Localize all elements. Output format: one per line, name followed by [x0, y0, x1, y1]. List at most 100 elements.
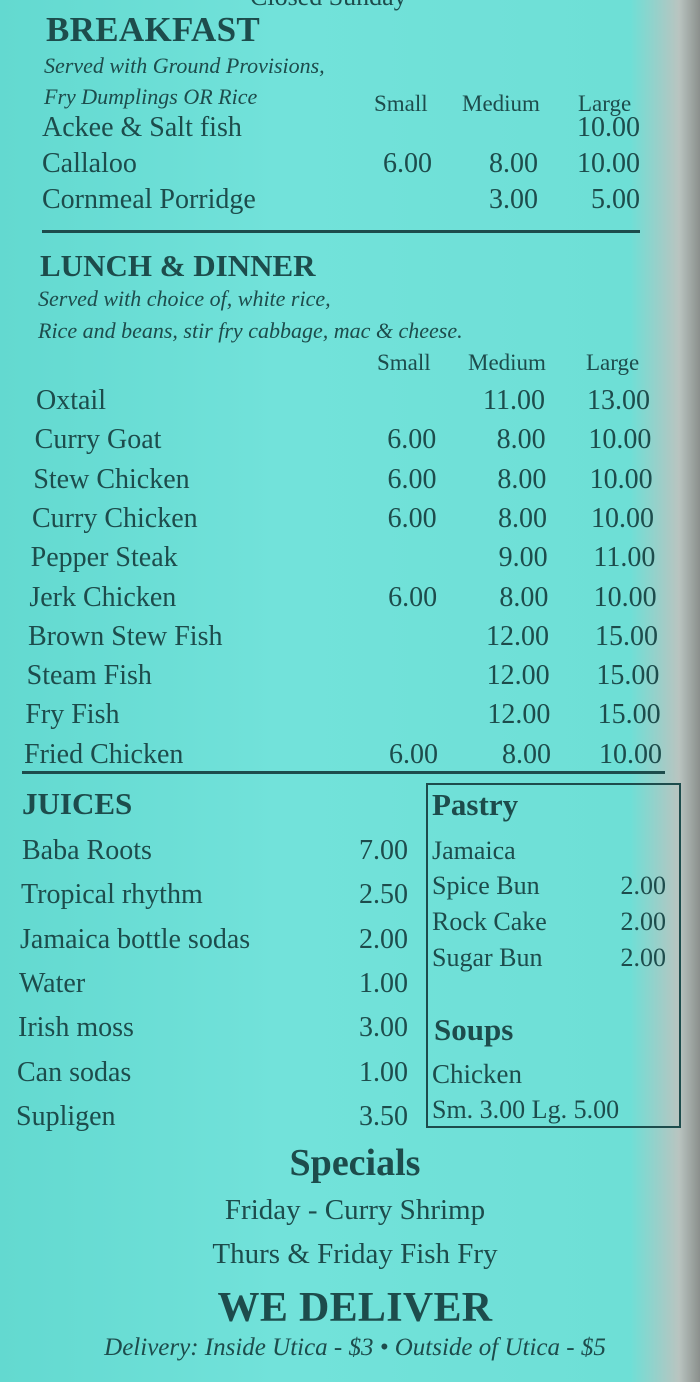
special-line-2: Thurs & Friday Fish Fry [212, 1238, 498, 1270]
price-medium: 12.00 [486, 620, 549, 652]
price-medium: 8.00 [489, 148, 538, 179]
item-name: Stew Chicken [33, 463, 190, 495]
lunch-subtitle-2: Rice and beans, stir fry cabbage, mac & … [38, 318, 463, 343]
price-medium: 8.00 [502, 738, 551, 770]
item-name: Callaloo [42, 148, 137, 179]
lunch-size-headers: Small Medium Large [0, 345, 700, 381]
juice-item: Tropical rhythm 2.50 [0, 877, 700, 913]
header-small: Small [374, 91, 428, 116]
price-large: 13.00 [587, 385, 650, 416]
header-medium: Medium [462, 91, 540, 116]
header-large: Large [586, 350, 640, 375]
item-name: Cornmeal Porridge [42, 184, 256, 215]
item-name: Jerk Chicken [29, 581, 177, 613]
soups-title: Soups [434, 1012, 514, 1047]
soup-chicken: Chicken [432, 1059, 522, 1089]
price-small: 6.00 [387, 463, 437, 495]
price-price: 2.00 [620, 907, 667, 936]
item-name: Irish moss [18, 1012, 134, 1044]
price-medium: 12.00 [487, 699, 551, 731]
item-name: Steam Fish [26, 660, 152, 692]
pastry-item: Rock Cake 2.00 [0, 904, 700, 940]
lunch-item: Curry Goat 6.00 8.00 10.00 [0, 422, 700, 458]
pastry-item: Spice Bun 2.00 [0, 868, 700, 904]
juice-item: Jamaica bottle sodas 2.00 [0, 922, 700, 958]
price-price: 1.00 [359, 967, 408, 999]
soup-prices: Sm. 3.00 Lg. 5.00 [432, 1095, 620, 1124]
price-medium: 12.00 [486, 660, 550, 692]
juice-item: Irish moss 3.00 [0, 1010, 700, 1046]
price-price: 2.00 [359, 923, 408, 955]
pastry-jamaica: Jamaica [432, 836, 516, 865]
item-name: Fry Fish [25, 699, 120, 731]
breakfast-title: BREAKFAST [46, 10, 261, 49]
price-large: 10.00 [599, 738, 662, 770]
item-name: Rock Cake [432, 907, 547, 936]
juice-item: Water 1.00 [0, 966, 700, 1002]
price-price: 2.00 [620, 943, 667, 972]
price-large: 15.00 [596, 660, 660, 692]
price-price: 7.00 [359, 835, 408, 866]
price-small: 6.00 [387, 502, 437, 534]
item-name: Curry Chicken [32, 502, 198, 534]
lunch-divider [22, 771, 665, 774]
item-name: Tropical rhythm [21, 879, 203, 911]
item-name: Fried Chicken [24, 738, 184, 770]
price-small: 6.00 [387, 424, 437, 456]
lunch-item: Stew Chicken 6.00 8.00 10.00 [0, 462, 700, 498]
price-large: 15.00 [595, 620, 658, 652]
breakfast-subtitle-1: Served with Ground Provisions, [44, 53, 325, 78]
breakfast-divider [42, 230, 640, 233]
header-medium: Medium [468, 350, 546, 375]
price-large: 11.00 [593, 542, 656, 574]
lunch-item: Fried Chicken 6.00 8.00 10.00 [0, 737, 700, 773]
price-price: 3.50 [359, 1100, 408, 1132]
price-small: 6.00 [383, 148, 432, 179]
price-large: 10.00 [591, 502, 654, 534]
closed-sunday-partial: Closed Sunday [250, 0, 407, 12]
item-name: Ackee & Salt fish [42, 112, 242, 143]
item-name: Jamaica bottle sodas [20, 923, 251, 955]
item-name: Curry Goat [34, 424, 162, 456]
item-name: Can sodas [17, 1056, 132, 1088]
lunch-item: Pepper Steak 9.00 11.00 [0, 540, 700, 576]
price-large: 10.00 [588, 424, 652, 456]
header-small: Small [377, 350, 431, 375]
we-deliver-title: WE DELIVER [217, 1285, 493, 1331]
breakfast-item: Ackee & Salt fish 10.00 [0, 110, 700, 146]
item-name: Spice Bun [432, 871, 540, 900]
price-medium: 8.00 [497, 463, 547, 495]
price-large: 5.00 [591, 184, 640, 215]
lunch-item: Jerk Chicken 6.00 8.00 10.00 [0, 580, 700, 616]
lunch-title: LUNCH & DINNER [40, 248, 316, 283]
price-medium: 8.00 [498, 502, 547, 534]
item-name: Oxtail [36, 385, 106, 416]
delivery-note: Delivery: Inside Utica - $3 • Outside of… [104, 1334, 606, 1361]
lunch-item: Fry Fish 12.00 15.00 [0, 697, 700, 733]
item-name: Brown Stew Fish [28, 620, 223, 652]
item-name: Sugar Bun [432, 943, 543, 972]
specials-title: Specials [289, 1142, 421, 1184]
price-small: 6.00 [389, 738, 438, 770]
item-name: Supligen [16, 1100, 116, 1132]
pastry-item: Sugar Bun 2.00 [0, 940, 700, 976]
price-medium: 11.00 [483, 385, 545, 416]
price-small: 6.00 [388, 581, 438, 613]
special-line-1: Friday - Curry Shrimp [224, 1194, 486, 1226]
breakfast-size-headers: Small Medium Large [0, 86, 700, 122]
juice-item: Supligen 3.50 [0, 1099, 700, 1135]
juices-title: JUICES [22, 786, 133, 821]
pastry-soups-box [426, 783, 681, 1128]
price-price: 2.00 [620, 871, 667, 900]
price-medium: 3.00 [489, 184, 538, 215]
item-name: Water [19, 967, 86, 999]
price-medium: 9.00 [498, 542, 548, 574]
header-large: Large [578, 91, 632, 116]
pastry-title: Pastry [432, 787, 519, 822]
item-name: Baba Roots [22, 835, 152, 866]
lunch-item: Steam Fish 12.00 15.00 [0, 658, 700, 694]
breakfast-subtitle-2: Fry Dumplings OR Rice [44, 84, 258, 109]
lunch-item: Curry Chicken 6.00 8.00 10.00 [0, 501, 700, 537]
breakfast-item: Callaloo 6.00 8.00 10.00 [0, 146, 700, 182]
price-large: 15.00 [597, 699, 661, 731]
